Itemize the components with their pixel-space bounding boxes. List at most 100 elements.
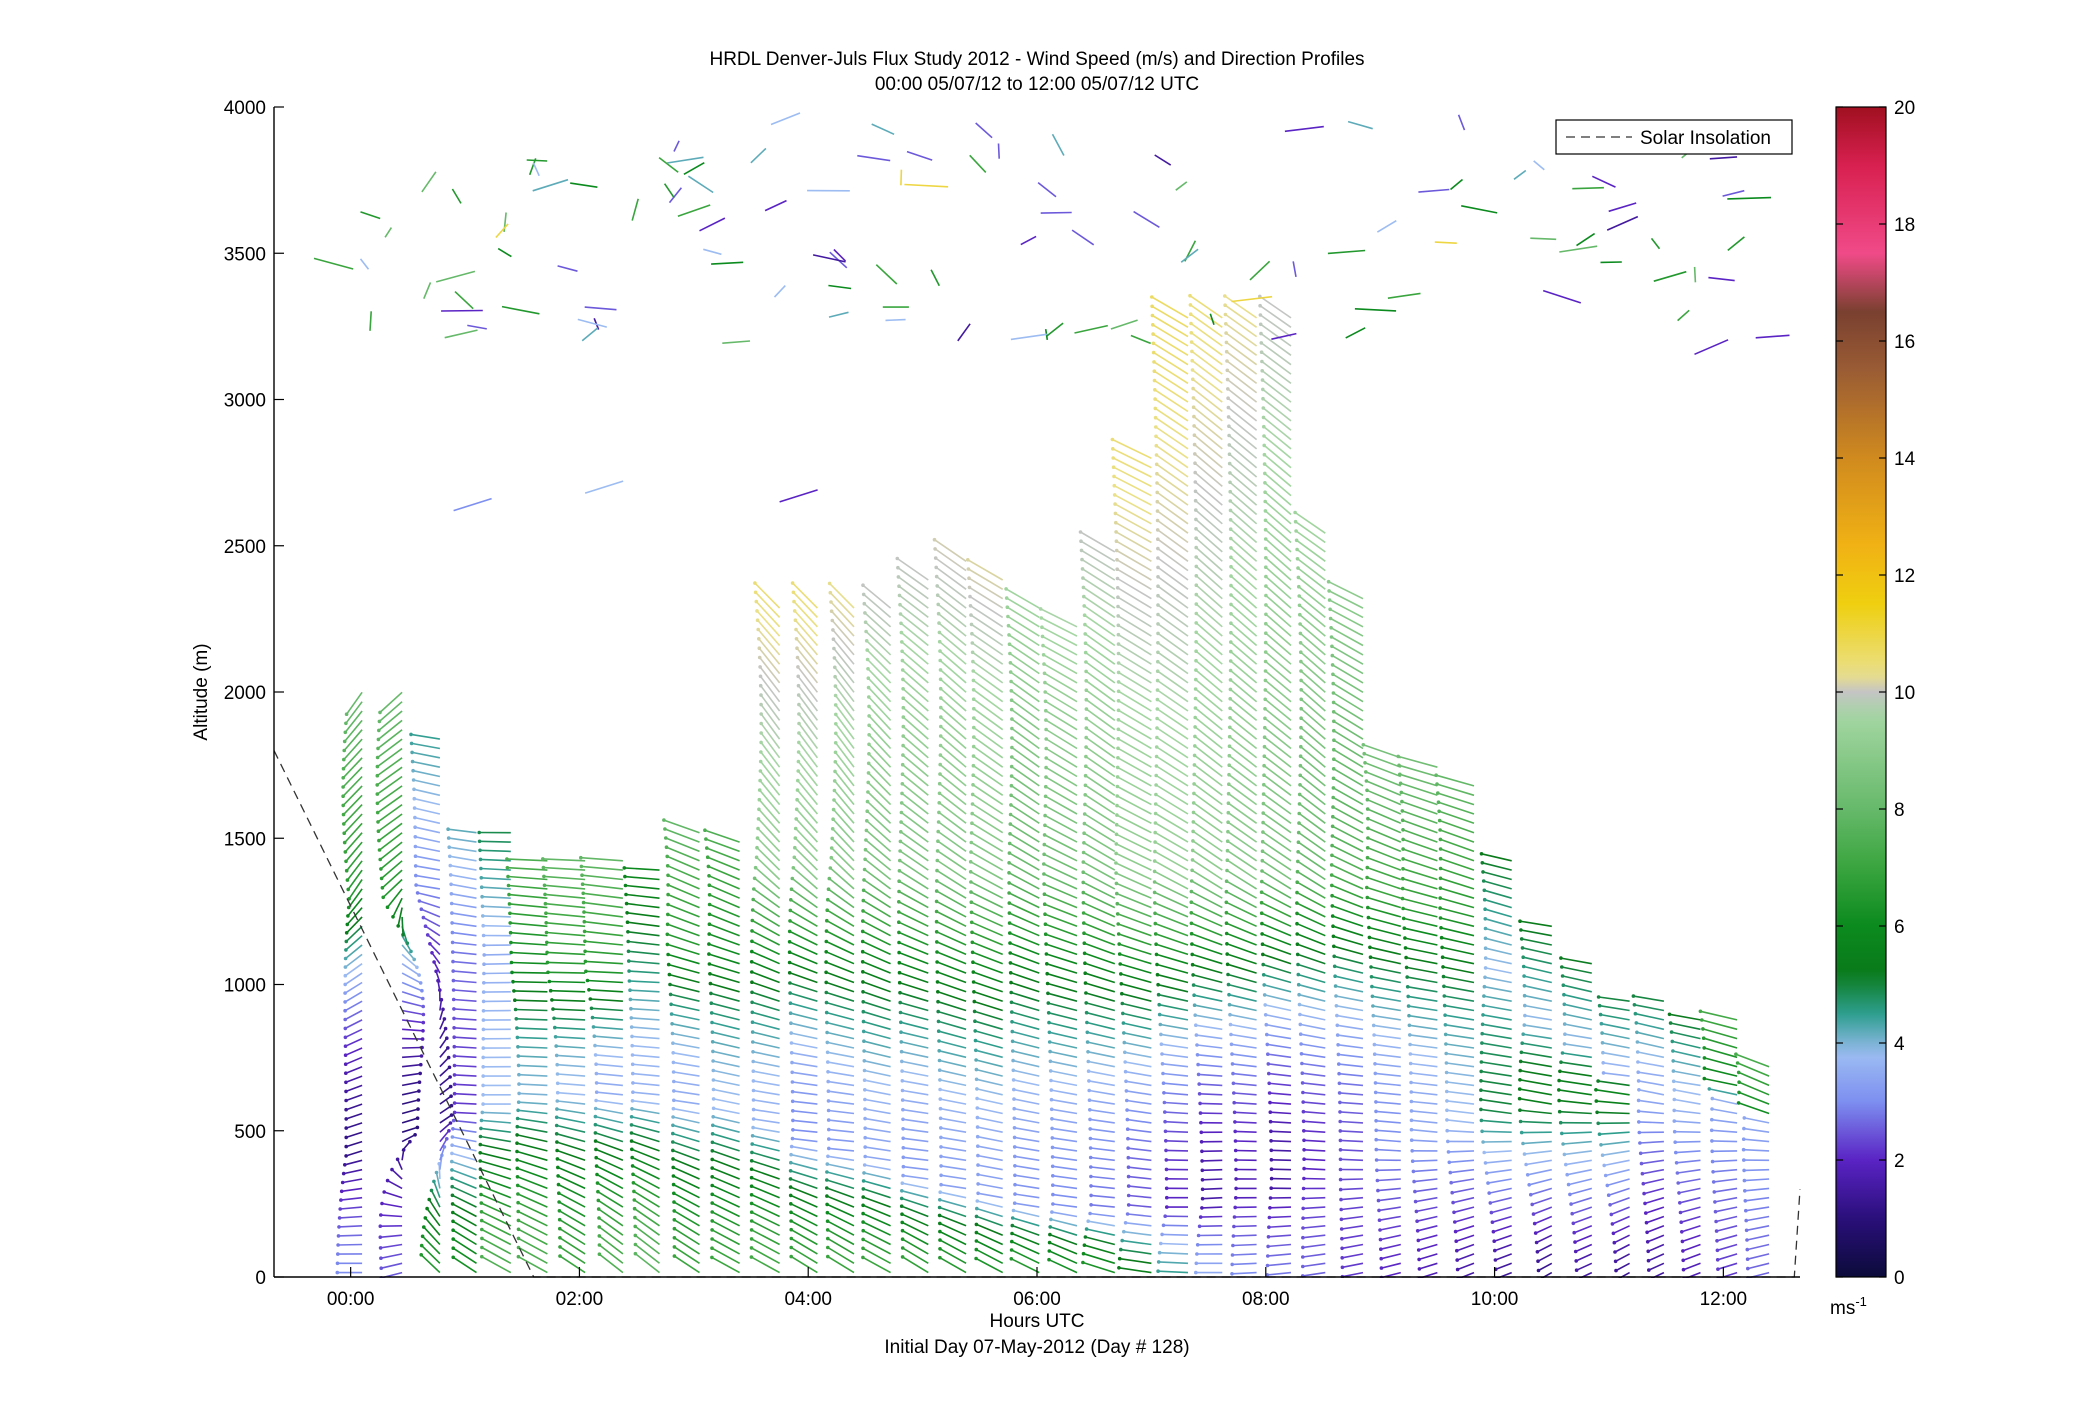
wind-vector-head bbox=[976, 1163, 980, 1167]
wind-vector bbox=[1638, 1099, 1665, 1105]
wind-vector bbox=[1118, 933, 1152, 946]
wind-vector-head bbox=[1479, 1060, 1484, 1064]
y-tick-label: 1500 bbox=[224, 829, 266, 850]
wind-vector bbox=[862, 899, 892, 918]
wind-vector-head bbox=[1121, 1021, 1126, 1025]
wind-vector bbox=[938, 1040, 967, 1049]
wind-vector-head bbox=[1338, 1148, 1343, 1152]
wind-vector-head bbox=[1293, 519, 1298, 524]
wind-vector-head bbox=[1083, 650, 1088, 655]
wind-vector-head bbox=[1333, 974, 1337, 978]
wind-vector bbox=[439, 1114, 453, 1124]
wind-vector bbox=[551, 999, 586, 1002]
wind-vector-head bbox=[581, 900, 586, 905]
scattered-vector bbox=[1449, 178, 1464, 191]
wind-vector-head bbox=[480, 1245, 484, 1250]
wind-vector bbox=[448, 837, 477, 843]
wind-vector-head bbox=[479, 1118, 484, 1123]
wind-vector bbox=[1266, 1023, 1292, 1031]
wind-vector-head bbox=[832, 788, 837, 793]
wind-vector bbox=[937, 830, 967, 853]
wind-vector-head bbox=[1190, 349, 1194, 354]
wind-vector-head bbox=[972, 990, 976, 994]
wind-vector-head bbox=[448, 1084, 453, 1089]
wind-vector-head bbox=[449, 1103, 454, 1108]
wind-vector-head bbox=[344, 1144, 349, 1149]
wind-vector-head bbox=[1668, 1021, 1673, 1025]
wind-vector bbox=[452, 1211, 477, 1227]
wind-vector bbox=[1226, 869, 1258, 890]
wind-vector-head bbox=[1479, 1069, 1483, 1074]
wind-vector-head bbox=[1330, 914, 1335, 918]
wind-vector bbox=[517, 1176, 548, 1190]
wind-vector bbox=[1263, 793, 1292, 815]
wind-vector bbox=[435, 1172, 441, 1189]
wind-vector bbox=[1120, 1248, 1152, 1255]
wind-vector-head bbox=[451, 1237, 456, 1241]
wind-vector bbox=[827, 1061, 855, 1068]
wind-vector-head bbox=[826, 897, 830, 902]
wind-vector-head bbox=[1522, 1023, 1527, 1027]
wind-vector bbox=[1265, 651, 1292, 675]
wind-vector-head bbox=[514, 1017, 519, 1021]
wind-vector bbox=[862, 920, 891, 937]
wind-vector-head bbox=[1124, 1079, 1128, 1084]
wind-vector-head bbox=[1194, 517, 1198, 522]
wind-vector-head bbox=[901, 1173, 905, 1178]
wind-vector-head bbox=[1116, 718, 1121, 722]
wind-vector-head bbox=[969, 910, 974, 915]
wind-vector-head bbox=[1229, 640, 1233, 644]
y-tick-label: 3500 bbox=[224, 244, 266, 265]
wind-vector bbox=[1012, 1050, 1040, 1059]
wind-vector bbox=[862, 1256, 891, 1274]
wind-vector-head bbox=[1365, 885, 1369, 890]
wind-vector-head bbox=[1293, 510, 1297, 515]
wind-vector-head bbox=[1011, 1068, 1016, 1073]
wind-vector-head bbox=[449, 892, 454, 896]
wind-vector-head bbox=[1263, 527, 1268, 532]
wind-vector bbox=[1231, 1053, 1257, 1059]
wind-vector-head bbox=[825, 1186, 829, 1190]
wind-vector bbox=[1304, 1149, 1326, 1152]
wind-vector-head bbox=[758, 674, 763, 679]
wind-vector bbox=[346, 907, 363, 925]
wind-vector bbox=[412, 760, 441, 768]
wind-vector bbox=[482, 1111, 511, 1115]
wind-vector bbox=[345, 1065, 363, 1074]
y-tick-label: 500 bbox=[234, 1122, 266, 1143]
wind-vector-head bbox=[432, 1179, 436, 1184]
wind-vector-head bbox=[828, 866, 833, 870]
wind-vector-head bbox=[1296, 850, 1300, 854]
wind-vector bbox=[939, 1222, 967, 1236]
wind-vector-head bbox=[1261, 415, 1266, 420]
wind-vector bbox=[1117, 634, 1152, 656]
wind-vector bbox=[516, 1134, 548, 1143]
wind-vector-head bbox=[974, 1256, 978, 1261]
wind-vector-head bbox=[1379, 1256, 1383, 1261]
wind-vector-head bbox=[1436, 791, 1440, 795]
wind-vector-head bbox=[1710, 1149, 1714, 1154]
wind-vector bbox=[828, 1128, 855, 1133]
wind-vector-head bbox=[516, 1254, 521, 1259]
wind-vector-head bbox=[1334, 994, 1338, 998]
wind-vector-head bbox=[377, 719, 382, 724]
wind-vector-head bbox=[1223, 294, 1227, 298]
wind-vector bbox=[901, 641, 929, 665]
wind-vector-head bbox=[669, 1012, 674, 1016]
wind-vector bbox=[1333, 758, 1364, 778]
wind-vector-head bbox=[1613, 1259, 1618, 1264]
wind-vector-head bbox=[481, 914, 485, 918]
wind-vector-head bbox=[344, 1154, 348, 1158]
wind-vector bbox=[1011, 1011, 1040, 1021]
wind-vector-head bbox=[627, 979, 632, 983]
wind-vector bbox=[1195, 622, 1223, 647]
wind-vector bbox=[1006, 606, 1040, 628]
wind-vector bbox=[584, 930, 623, 937]
wind-vector-head bbox=[595, 1172, 599, 1177]
wind-vector-head bbox=[703, 828, 707, 832]
wind-vector-head bbox=[1562, 1002, 1567, 1007]
wind-vector-head bbox=[412, 806, 417, 810]
wind-vector bbox=[796, 799, 819, 824]
wind-vector bbox=[1300, 746, 1326, 768]
wind-vector-head bbox=[897, 980, 902, 985]
